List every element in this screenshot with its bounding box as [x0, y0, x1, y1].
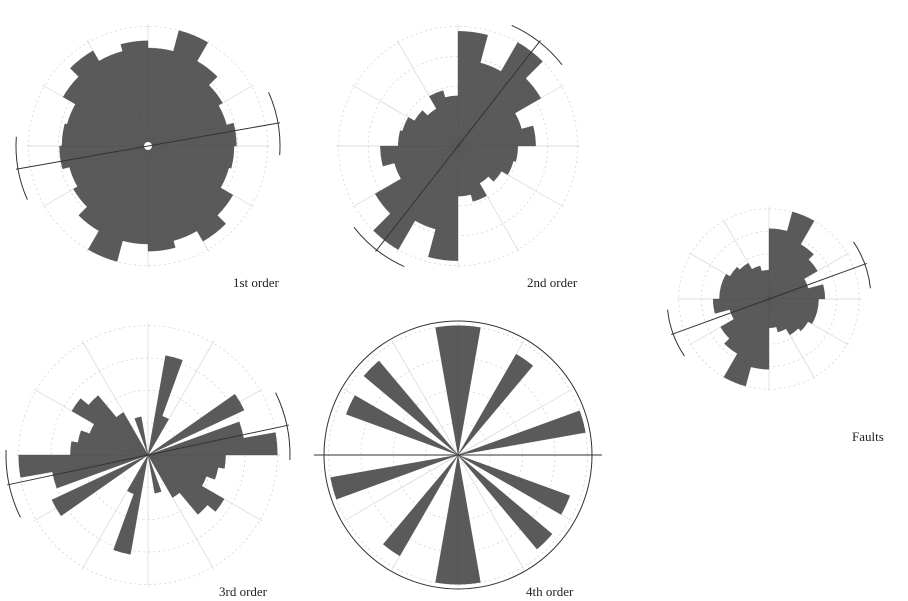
- mean-direction-line: [15, 122, 281, 170]
- rose-petal: [723, 298, 770, 387]
- rose-petal: [127, 454, 149, 495]
- rose-petal: [720, 274, 770, 300]
- rose-petal: [761, 269, 770, 300]
- rose-petal: [78, 145, 149, 232]
- rose-diagram-3rd-order: [5, 323, 291, 587]
- rose-petal: [768, 211, 815, 300]
- rose-petal: [457, 145, 514, 175]
- rose-petal: [113, 454, 149, 555]
- rose-petal: [61, 123, 149, 147]
- confidence-arc: [15, 136, 28, 200]
- rose-petal: [457, 353, 534, 456]
- rose-petal: [147, 84, 223, 147]
- rose-petal: [380, 145, 459, 167]
- rose-petal: [71, 398, 149, 456]
- rose-petal: [768, 298, 818, 324]
- rose-petal: [457, 454, 571, 515]
- rose-petal: [457, 454, 481, 585]
- rose-label: 4th order: [526, 584, 574, 599]
- rose-petal: [147, 30, 208, 147]
- rose-petal: [768, 298, 787, 333]
- confidence-arc: [667, 309, 685, 357]
- rose-petal: [457, 31, 488, 147]
- rose-petal: [147, 454, 208, 515]
- rose-petal: [457, 42, 543, 147]
- rose-petal: [88, 395, 149, 456]
- rose-petal: [73, 145, 149, 208]
- mean-direction-line: [671, 262, 867, 336]
- rose-petal: [457, 125, 536, 147]
- rose-petal: [147, 60, 218, 147]
- rose-diagram-4th-order: [314, 320, 602, 590]
- rose-label: 2nd order: [527, 275, 578, 290]
- rose-petal: [147, 355, 183, 456]
- rose-petal: [147, 122, 237, 147]
- rose-diagram-2nd-order: [336, 24, 580, 268]
- rose-diagram-faults: [667, 207, 871, 391]
- rose-petal: [712, 298, 770, 314]
- rose-petal: [457, 410, 586, 456]
- confidence-arc: [275, 392, 291, 460]
- rose-petal: [457, 145, 502, 182]
- rose-petal: [429, 90, 459, 147]
- confidence-arc: [511, 24, 563, 66]
- rose-petal: [414, 110, 459, 147]
- rose-petal: [435, 325, 459, 456]
- rose-petal: [428, 145, 459, 261]
- rose-petal: [18, 454, 149, 478]
- rose-petal: [147, 454, 162, 494]
- rose-label: 3rd order: [219, 584, 268, 599]
- rose-petal: [382, 454, 459, 557]
- confidence-arc: [5, 450, 21, 518]
- rose-petal: [77, 430, 149, 456]
- confidence-arc: [853, 241, 871, 289]
- confidence-arc: [268, 92, 281, 156]
- rose-petal: [116, 412, 149, 456]
- rose-petal: [147, 454, 219, 480]
- rose-petal: [768, 284, 826, 300]
- rose-petal: [330, 454, 459, 500]
- rose-petal: [373, 145, 459, 250]
- rose-petal: [768, 298, 777, 329]
- rose-petal: [147, 432, 278, 456]
- rose-petal: [70, 50, 149, 147]
- confidence-arc: [353, 226, 405, 268]
- mean-direction-line: [7, 424, 289, 486]
- rose-petal: [120, 40, 149, 147]
- rose-petal: [147, 454, 225, 512]
- rose-label: Faults: [852, 429, 884, 444]
- rose-petal: [402, 117, 459, 147]
- rose-label: 1st order: [233, 275, 280, 290]
- mean-direction-line: [375, 40, 541, 252]
- rose-petal: [444, 95, 459, 147]
- rose-petal: [457, 454, 553, 550]
- rose-petal: [88, 145, 149, 262]
- rose-petal: [147, 145, 176, 252]
- rose-petal: [457, 78, 542, 147]
- rose-petal: [134, 416, 149, 456]
- rose-petal: [147, 415, 169, 456]
- rose-petal: [739, 262, 770, 300]
- rose-petal: [457, 145, 472, 197]
- rose-diagram-1st-order: [15, 24, 281, 268]
- rose-petal: [768, 298, 799, 336]
- rose-petal: [147, 145, 235, 169]
- rose-petal: [345, 395, 459, 456]
- rose-petal: [720, 298, 770, 339]
- rose-petal: [374, 145, 459, 214]
- rose-petal: [751, 265, 770, 300]
- rose-petal: [363, 360, 459, 456]
- rose-petal: [768, 259, 818, 300]
- rose-petal: [51, 454, 149, 517]
- rose-petal: [768, 244, 814, 300]
- rose-petal: [147, 145, 226, 242]
- rose-petal: [729, 266, 770, 300]
- rose-petal: [457, 145, 487, 202]
- rose-petal: [147, 393, 245, 456]
- rose-petal: [147, 454, 180, 498]
- rose-petal: [768, 298, 809, 332]
- rose-petal: [59, 145, 149, 170]
- rose-petal: [724, 298, 770, 354]
